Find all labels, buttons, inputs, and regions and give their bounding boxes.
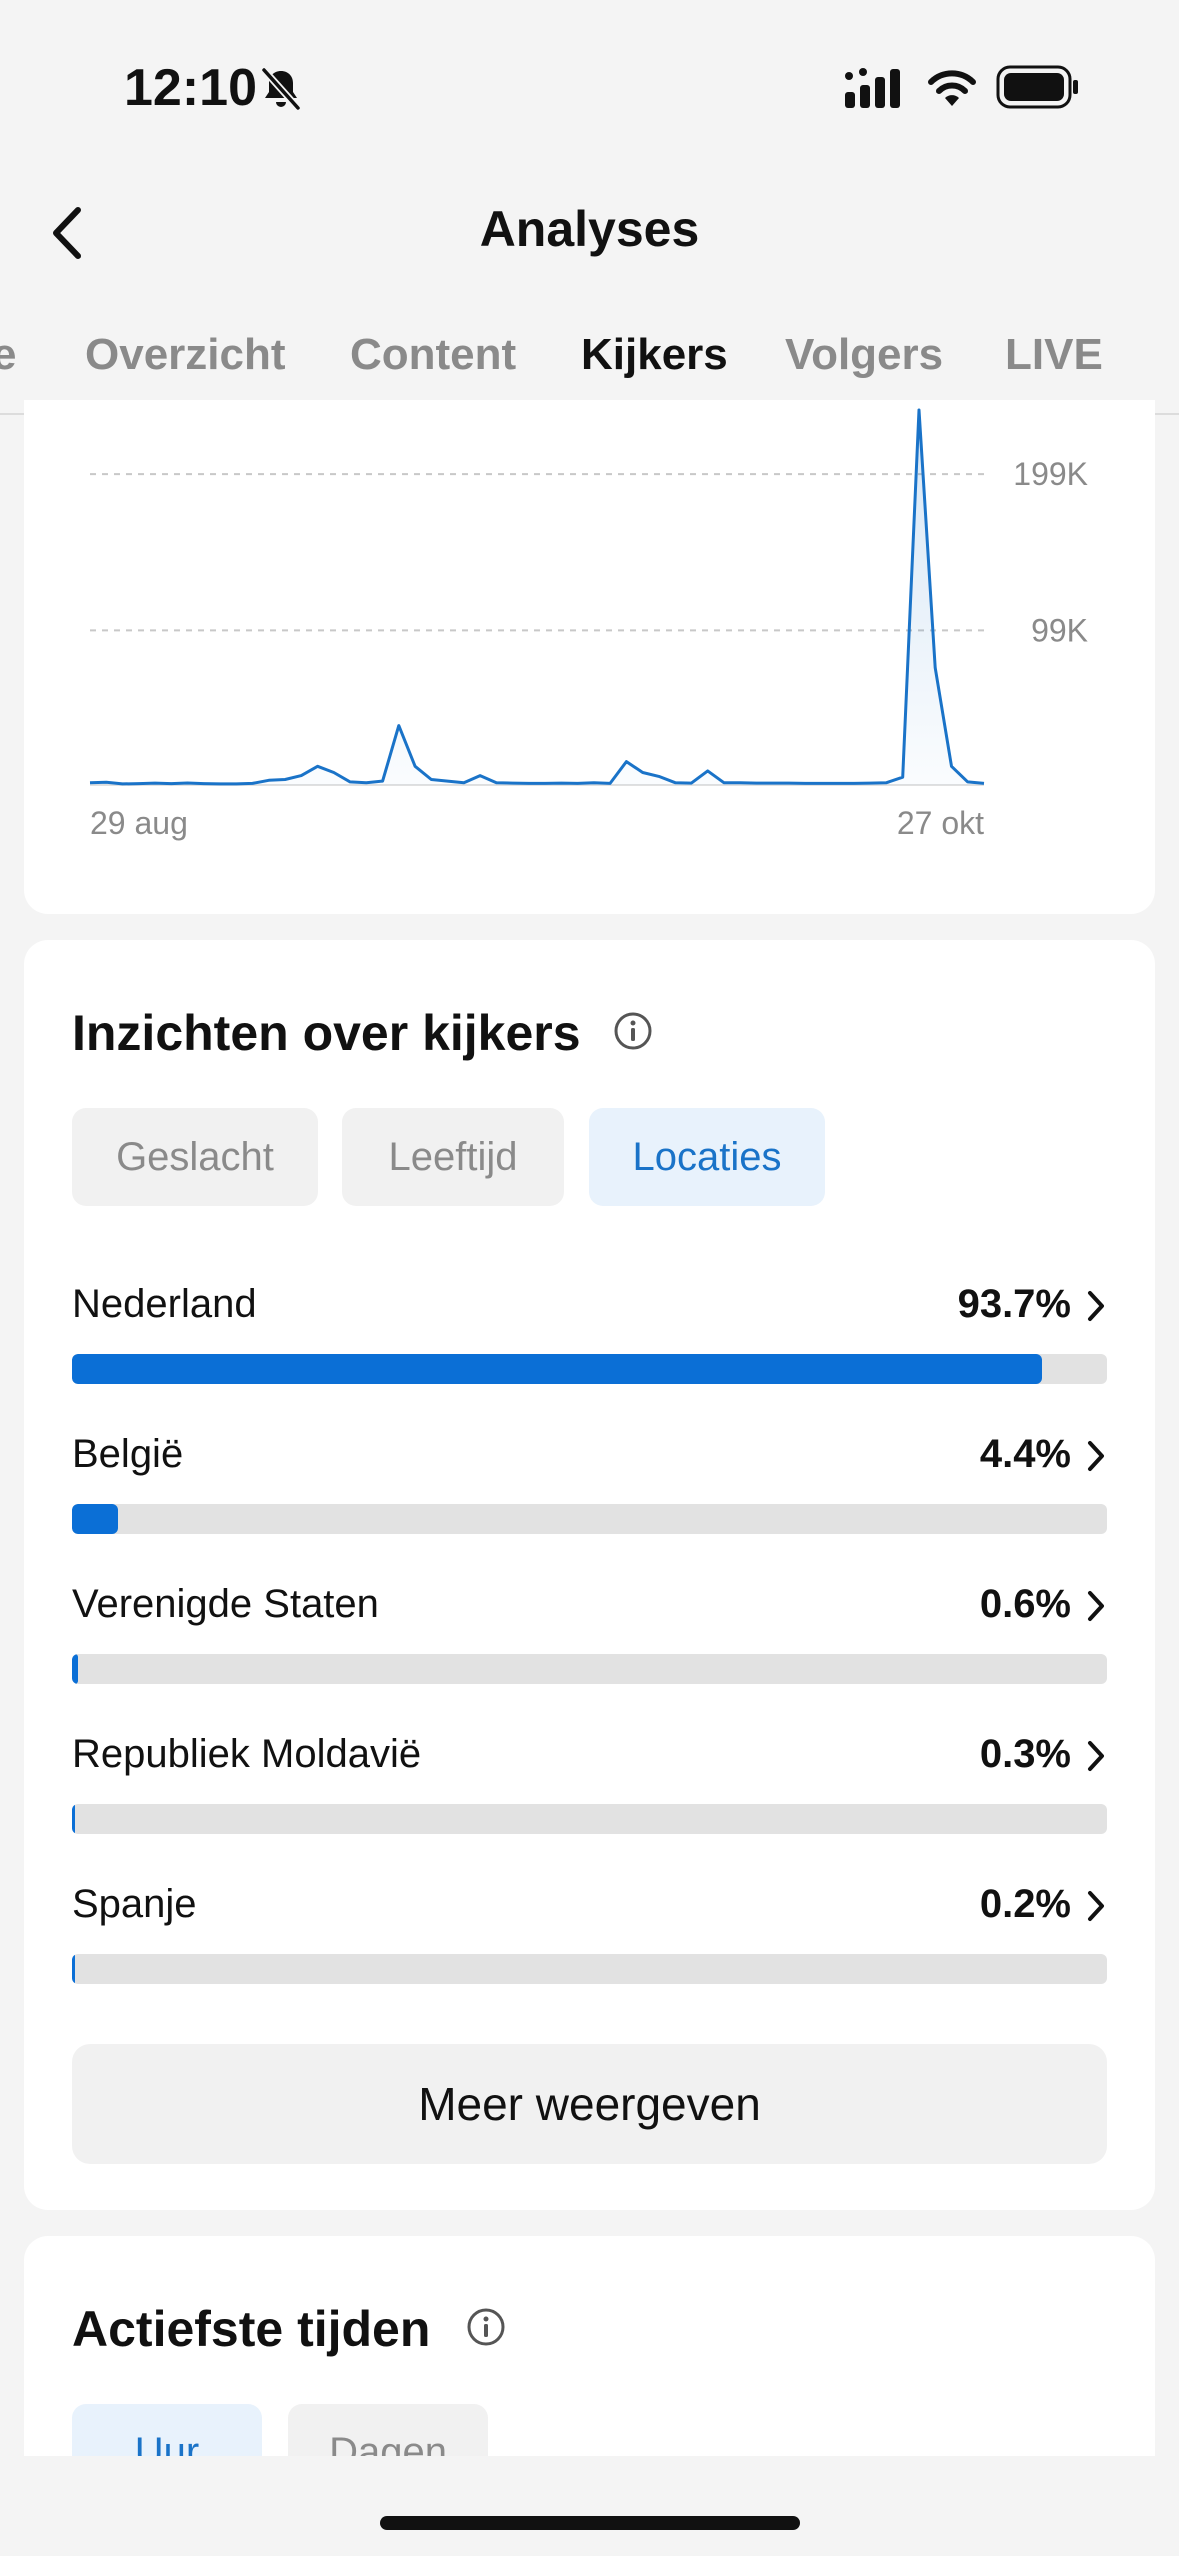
tab-partial[interactable]: e — [0, 330, 16, 380]
info-icon[interactable] — [465, 2306, 507, 2348]
bell-muted-icon — [261, 67, 301, 111]
chevron-right-icon — [1088, 1291, 1104, 1321]
tab-content[interactable]: Content — [350, 330, 517, 379]
tab-kijkers[interactable]: Kijkers — [581, 330, 728, 379]
location-name: Spanje — [72, 1882, 197, 1926]
location-bar-fill — [72, 1354, 1042, 1384]
location-percentage: 93.7% — [957, 1282, 1071, 1326]
location-bar-fill — [72, 1804, 76, 1834]
segment-leeftijd[interactable]: Leeftijd — [342, 1108, 564, 1206]
location-row[interactable]: Verenigde Staten 0.6% — [72, 1582, 1107, 1702]
show-more-button[interactable]: Meer weergeven — [72, 2044, 1107, 2164]
viewers-line-chart: 199K 99K 29 aug 27 okt — [89, 408, 1088, 841]
location-row[interactable]: Republiek Moldavië 0.3% — [72, 1732, 1107, 1852]
location-percentage: 0.3% — [979, 1732, 1071, 1776]
tab-volgers[interactable]: Volgers — [785, 330, 944, 379]
page-title: Analyses — [479, 201, 700, 257]
chart-line — [89, 408, 985, 786]
info-icon[interactable] — [612, 1010, 654, 1052]
location-percentage: 0.2% — [979, 1882, 1071, 1926]
active-times-card: Actiefste tijden Uur Dagen — [24, 2236, 1155, 2456]
tab-live[interactable]: LIVE — [1005, 330, 1103, 379]
viewers-chart-card: 199K 99K 29 aug 27 okt — [24, 400, 1155, 914]
segment-uur[interactable]: Uur — [72, 2404, 262, 2456]
segment-dagen[interactable]: Dagen — [288, 2404, 488, 2456]
location-percentage: 4.4% — [979, 1432, 1071, 1476]
bottom-safe-area — [0, 2456, 1179, 2556]
segment-geslacht[interactable]: Geslacht — [72, 1108, 318, 1206]
location-name: België — [72, 1432, 184, 1476]
home-indicator[interactable] — [380, 2516, 800, 2530]
location-bar-fill — [72, 1504, 118, 1534]
chevron-right-icon — [1088, 1891, 1104, 1921]
location-row[interactable]: Spanje 0.2% — [72, 1882, 1107, 2002]
active-times-title: Actiefste tijden — [72, 2301, 431, 2357]
location-row[interactable]: België 4.4% — [72, 1432, 1107, 1552]
location-bar-fill — [72, 1654, 79, 1684]
location-bar-track — [72, 1954, 1107, 1984]
battery-icon — [996, 65, 1078, 109]
x-start-label: 29 aug — [90, 805, 188, 841]
location-bar-fill — [72, 1954, 75, 1984]
wifi-icon — [928, 70, 976, 106]
y-tick-label: 199K — [1013, 456, 1088, 492]
location-bar-track — [72, 1354, 1107, 1384]
x-end-label: 27 okt — [897, 805, 984, 841]
chevron-right-icon — [1088, 1741, 1104, 1771]
segment-locaties[interactable]: Locaties — [589, 1108, 825, 1206]
tab-overzicht[interactable]: Overzicht — [85, 330, 286, 379]
nav-bar: Analyses — [0, 170, 1179, 290]
viewer-insights-card: Inzichten over kijkers Geslacht Leeftijd… — [24, 940, 1155, 2210]
status-time: 12:10 — [124, 59, 257, 117]
location-name: Republiek Moldavië — [72, 1732, 422, 1776]
chevron-right-icon — [1088, 1441, 1104, 1471]
chevron-right-icon — [1088, 1591, 1104, 1621]
cellular-signal-icon — [845, 68, 900, 108]
status-bar: 12:10 — [0, 0, 1179, 170]
location-bar-track — [72, 1804, 1107, 1834]
location-row[interactable]: Nederland 93.7% — [72, 1282, 1107, 1402]
back-chevron-icon[interactable] — [44, 198, 94, 268]
location-name: Verenigde Staten — [72, 1582, 379, 1626]
chart-area — [90, 410, 984, 785]
insights-title: Inzichten over kijkers — [72, 1005, 581, 1061]
tab-bar: e Overzicht Content Kijkers Volgers LIVE — [0, 290, 1179, 415]
y-tick-label: 99K — [1031, 612, 1088, 648]
location-percentage: 0.6% — [979, 1582, 1071, 1626]
location-bar-track — [72, 1654, 1107, 1684]
location-bar-track — [72, 1504, 1107, 1534]
location-name: Nederland — [72, 1282, 257, 1326]
